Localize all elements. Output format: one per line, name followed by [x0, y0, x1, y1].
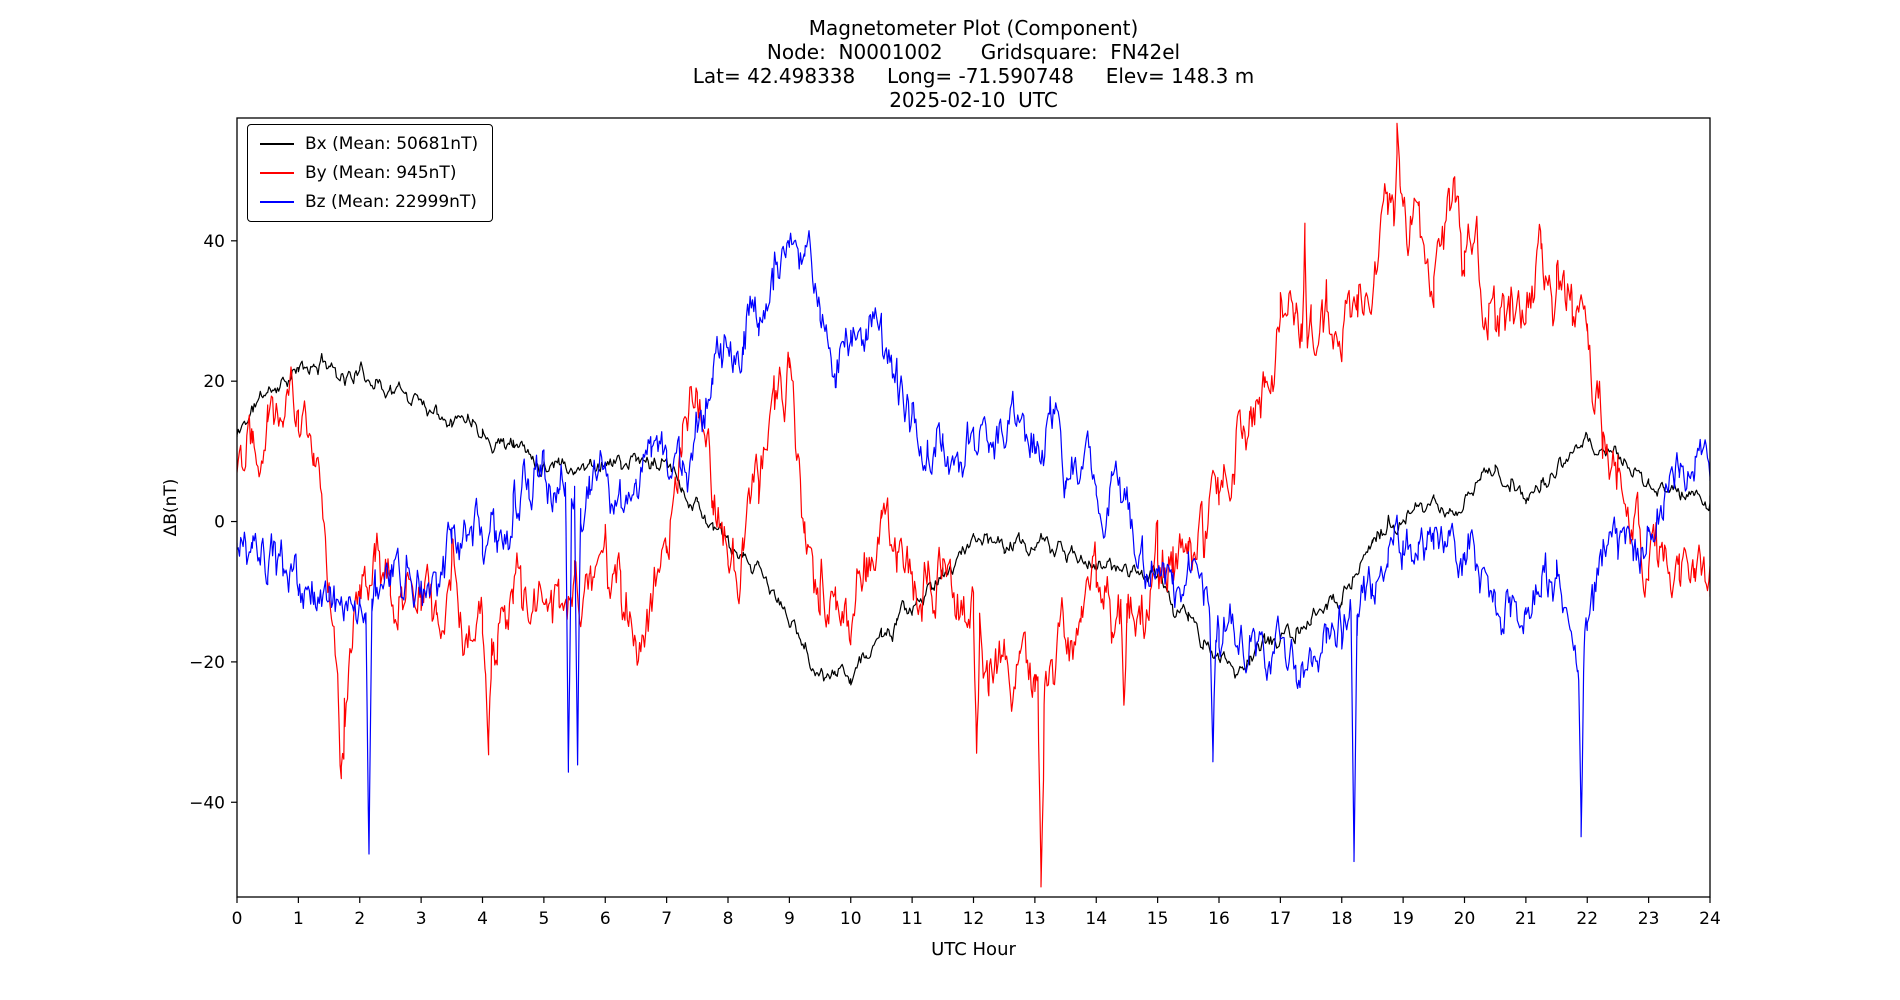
date-utc-line: 2025-02-10 UTC [889, 88, 1058, 112]
x-tick-label: 20 [1454, 909, 1476, 929]
legend-line-by [260, 172, 294, 174]
legend: Bx (Mean: 50681nT) By (Mean: 945nT) Bz (… [247, 124, 494, 222]
y-tick-label: 0 [214, 513, 225, 533]
x-tick-label: 22 [1576, 909, 1598, 929]
x-tick-label: 1 [293, 909, 304, 929]
legend-label-bz: Bz (Mean: 22999nT) [305, 192, 477, 212]
x-tick-label: 13 [1024, 909, 1046, 929]
axes-box [236, 117, 1711, 898]
x-tick-label: 21 [1515, 909, 1537, 929]
legend-entry-by: By (Mean: 945nT) [260, 163, 478, 183]
x-tick-label: 12 [963, 909, 985, 929]
x-tick-label: 10 [840, 909, 862, 929]
y-axis-label: ΔB(nT) [161, 479, 181, 537]
x-tick-label: 19 [1392, 909, 1414, 929]
x-tick-label: 23 [1638, 909, 1660, 929]
x-tick-label: 18 [1331, 909, 1353, 929]
x-tick-label: 2 [354, 909, 365, 929]
x-tick-label: 0 [232, 909, 243, 929]
node-gridsquare-line: Node: N0001002 Gridsquare: FN42el [766, 40, 1181, 64]
x-tick-label: 7 [661, 909, 672, 929]
legend-entry-bx: Bx (Mean: 50681nT) [260, 134, 478, 154]
x-tick-label: 15 [1147, 909, 1169, 929]
y-tick-label: −20 [189, 653, 225, 673]
legend-label-by: By (Mean: 945nT) [305, 163, 457, 183]
series-line-0 [237, 353, 1710, 686]
y-tick-label: −40 [189, 793, 225, 813]
legend-entry-bz: Bz (Mean: 22999nT) [260, 192, 478, 212]
lat-long-elev-line: Lat= 42.498338 Long= -71.590748 Elev= 14… [692, 64, 1255, 88]
x-tick-label: 24 [1699, 909, 1721, 929]
x-tick-label: 14 [1085, 909, 1107, 929]
y-tick-label: 20 [203, 372, 225, 392]
x-tick-label: 3 [416, 909, 427, 929]
x-tick-label: 8 [723, 909, 734, 929]
legend-label-bx: Bx (Mean: 50681nT) [305, 134, 479, 154]
x-tick-label: 4 [477, 909, 488, 929]
legend-line-bx [260, 143, 294, 145]
x-axis-label: UTC Hour [931, 939, 1016, 960]
x-tick-label: 9 [784, 909, 795, 929]
x-tick-label: 17 [1270, 909, 1292, 929]
plot-title-block: Magnetometer Plot (Component) Node: N000… [237, 16, 1710, 112]
x-tick-label: 5 [538, 909, 549, 929]
x-tick-label: 16 [1208, 909, 1230, 929]
x-tick-label: 11 [901, 909, 923, 929]
x-tick-label: 6 [600, 909, 611, 929]
legend-line-bz [260, 201, 294, 203]
plot-title: Magnetometer Plot (Component) [808, 16, 1139, 40]
series-line-2 [237, 230, 1710, 863]
y-tick-label: 40 [203, 232, 225, 252]
series-line-1 [237, 122, 1710, 888]
